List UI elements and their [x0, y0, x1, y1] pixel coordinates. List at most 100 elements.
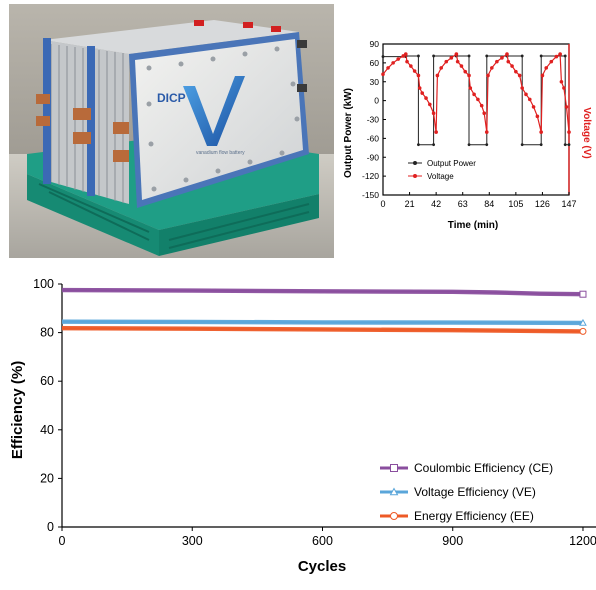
inset-point-0-11 [485, 143, 489, 147]
inset-x-tick-label: 42 [431, 199, 441, 209]
inset-y-tick-label: 30 [370, 77, 380, 87]
inset-point-0-17 [539, 143, 543, 147]
product-label: vanadium flow battery [196, 150, 245, 156]
inset-point-1-54 [567, 130, 571, 134]
inset-point-1-6 [405, 59, 409, 64]
inset-x-tick-label: 126 [535, 199, 550, 209]
inset-point-1-14 [431, 111, 436, 116]
inset-legend: Output Power Voltage [408, 159, 476, 181]
main-series-line-0 [61, 289, 584, 295]
battery-stack: DICP vanadium flow battery [36, 20, 309, 208]
inset-point-1-31 [486, 73, 490, 78]
main-x-tick-label: 600 [312, 534, 333, 548]
inset-y-tick-label: -120 [362, 171, 379, 181]
efficiency-chart: 0 300 600 900 1200 0 20 40 60 80 100 Cycles Effic… [9, 277, 596, 575]
inset-series-line-0 [383, 55, 569, 146]
inset-point-1-26 [472, 92, 476, 97]
inset-point-1-52 [562, 86, 566, 90]
inset-point-1-7 [409, 64, 413, 68]
main-y-tick-label: 20 [40, 471, 54, 485]
main-legend: Coulombic Efficiency (CE) Voltage Efficie… [380, 461, 553, 523]
inset-y-axis-label-right: Voltage (V) [581, 107, 592, 158]
inset-point-1-22 [459, 64, 464, 68]
inset-x-tick-label: 21 [405, 199, 415, 209]
main-y-tick-label: 80 [40, 326, 54, 340]
inset-x-axis-label: Time (min) [448, 220, 498, 231]
inset-y-tick-label: -150 [362, 190, 379, 200]
main-point-2 [579, 327, 587, 335]
inset-y-axis-label-left: Output Power (kW) [343, 88, 354, 178]
inset-point-1-48 [549, 59, 554, 64]
main-x-tick-label: 900 [442, 534, 463, 548]
inset-point-0-16 [520, 143, 524, 147]
inset-point-1-17 [439, 66, 444, 70]
inset-point-1-9 [416, 73, 421, 78]
battery-photo: DICP vanadium flow battery [9, 4, 334, 258]
main-legend-label: Energy Efficiency (EE) [414, 509, 534, 523]
inset-point-0-3 [417, 54, 420, 58]
inset-point-1-38 [514, 69, 518, 74]
inset-point-1-51 [559, 79, 564, 84]
inset-point-1-24 [467, 73, 471, 78]
inset-point-1-1 [386, 66, 390, 70]
inset-point-1-2 [391, 61, 395, 65]
inset-point-0-15 [520, 54, 524, 58]
main-y-tick-label: 0 [47, 520, 54, 534]
inset-x-tick-label: 63 [458, 199, 468, 209]
inset-point-1-4 [401, 54, 406, 58]
inset-point-1-46 [540, 73, 545, 78]
inset-point-1-23 [463, 69, 468, 74]
inset-legend-label: Voltage [427, 172, 454, 181]
inset-point-1-8 [412, 69, 417, 73]
inset-point-1-32 [490, 66, 494, 70]
inset-point-0-12 [485, 54, 489, 58]
inset-point-1-49 [554, 54, 559, 59]
inset-point-0-5 [432, 143, 436, 147]
inset-y-tick-label: -60 [367, 133, 380, 143]
inset-y-tick-label: -30 [367, 115, 380, 125]
inset-point-1-37 [510, 64, 514, 68]
inset-point-0-20 [563, 143, 567, 147]
inset-point-1-39 [517, 73, 522, 78]
main-x-tick-label: 1200 [569, 534, 596, 548]
inset-point-1-29 [482, 111, 487, 116]
main-y-tick-label: 100 [33, 277, 54, 291]
inset-point-1-42 [527, 97, 532, 102]
inset-point-1-44 [535, 114, 540, 119]
inset-point-1-3 [396, 57, 400, 61]
inset-point-1-25 [468, 86, 473, 90]
inset-point-0-4 [417, 143, 420, 147]
inset-point-1-20 [454, 52, 459, 56]
inset-point-1-53 [564, 105, 569, 109]
inset-point-1-30 [484, 130, 489, 134]
inset-point-0-0 [381, 55, 385, 58]
inset-point-1-43 [531, 105, 536, 109]
inset-point-1-45 [539, 130, 543, 134]
inset-point-1-11 [420, 91, 425, 95]
inset-point-1-34 [500, 56, 504, 60]
inset-point-0-18 [539, 54, 543, 58]
inset-point-1-10 [417, 86, 422, 90]
main-x-tick-label: 0 [59, 534, 66, 548]
inset-point-1-33 [495, 59, 499, 64]
main-series-line-2 [61, 327, 584, 333]
inset-point-1-41 [524, 92, 528, 97]
inset-point-1-13 [428, 102, 432, 107]
inset-point-1-15 [434, 130, 438, 134]
inset-x-tick-label: 84 [484, 199, 494, 209]
main-y-tick-label: 60 [40, 374, 54, 388]
inset-point-0-19 [563, 54, 567, 58]
inset-point-1-27 [476, 97, 480, 102]
main-series-line-1 [61, 320, 584, 324]
inset-point-0-9 [467, 54, 471, 58]
inset-point-1-47 [544, 66, 549, 70]
inset-point-1-18 [444, 59, 449, 64]
inset-point-1-28 [479, 103, 484, 108]
inset-x-tick-label: 0 [380, 199, 385, 209]
main-point-0 [579, 290, 587, 298]
main-legend-label: Voltage Efficiency (VE) [414, 485, 536, 499]
main-legend-marker [389, 487, 399, 496]
inset-legend-marker [413, 174, 417, 178]
inset-point-1-12 [424, 96, 428, 100]
inset-point-1-40 [520, 86, 524, 90]
